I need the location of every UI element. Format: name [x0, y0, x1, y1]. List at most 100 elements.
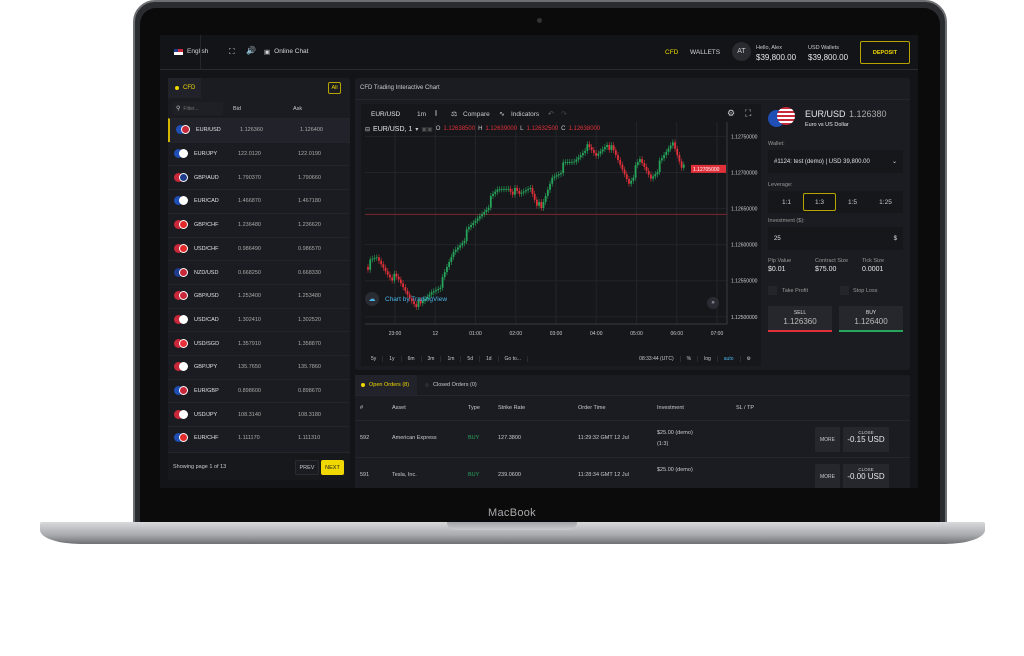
legend-collapse-icon[interactable]: ⊟ [365, 127, 371, 133]
settings-icon[interactable]: ⚙ [727, 108, 736, 118]
scroll-right-button[interactable]: » [707, 297, 719, 309]
asset-ask: 1.236620 [298, 222, 321, 229]
candle [470, 225, 472, 228]
leverage-option[interactable]: 1:1 [781, 198, 792, 206]
stop-loss-label: Stop Loss [853, 288, 878, 294]
orders-col: Strike Rate [498, 405, 526, 411]
range-button[interactable]: Go to... [499, 356, 528, 362]
asset-row[interactable]: USD/SGD 1.357910 1.358870 [168, 331, 350, 355]
wallet-select[interactable]: #1124: test (demo) | USD 39,800.00 ⌄ [768, 150, 903, 173]
close-order-button[interactable]: CLOSE -0.15 USD [843, 427, 889, 452]
range-button[interactable]: 5y [365, 356, 384, 362]
avatar[interactable]: AT [732, 42, 751, 61]
candle [492, 193, 494, 197]
asset-row[interactable]: USD/CAD 1.302410 1.302520 [168, 307, 350, 332]
buy-button[interactable]: BUY 1.126400 [839, 306, 903, 332]
pct-toggle[interactable]: % [681, 356, 699, 362]
sell-button[interactable]: SELL 1.126360 [768, 306, 832, 332]
chart-panel-title: CFD Trading Interactive Chart [360, 85, 440, 91]
prev-button[interactable]: PREV [295, 460, 319, 475]
candle [498, 189, 501, 191]
filter-field[interactable] [183, 105, 222, 112]
asset-row[interactable]: EUR/CHF 1.111170 1.111310 [168, 426, 350, 450]
candle [489, 196, 492, 208]
col-bid: Bid [233, 106, 241, 112]
fullscreen-icon[interactable]: ⛶ [745, 108, 752, 118]
log-toggle[interactable]: log [698, 356, 718, 362]
candle [452, 251, 455, 257]
candle [571, 161, 573, 163]
tab-cfd[interactable]: CFD [168, 78, 201, 98]
candle-style-icon[interactable]: ⫾ [435, 110, 438, 117]
orders-col: Asset [392, 405, 406, 411]
asset-row[interactable]: EUR/GBP 0.898600 0.898670 [168, 378, 350, 403]
stop-loss-checkbox[interactable] [840, 286, 849, 295]
asset-row[interactable]: EUR/JPY 122.0120 122.0190 [168, 141, 350, 166]
range-button[interactable]: 6m [402, 356, 422, 362]
nav-wallets[interactable]: WALLETS [690, 49, 721, 56]
nav-cfd[interactable]: CFD [665, 49, 679, 56]
asset-row[interactable]: EUR/USD 1.126360 1.126400 [168, 118, 350, 142]
asset-row[interactable]: NZD/USD 0.668250 0.668330 [168, 260, 350, 284]
settings-icon[interactable]: ⚙ [746, 356, 751, 362]
range-button[interactable]: 3m [422, 356, 442, 362]
range-button[interactable]: 5d [461, 356, 480, 362]
chevron-down-icon[interactable]: ▾ [415, 127, 419, 133]
candle [393, 273, 396, 281]
compare-icon[interactable]: ⚖ [451, 111, 458, 118]
fullscreen-icon[interactable]: ⛶ [229, 47, 235, 56]
compare-button[interactable]: Compare [463, 111, 490, 118]
asset-row[interactable]: GBP/CHF 1.236480 1.236620 [168, 212, 350, 237]
interval-button[interactable]: 1m [417, 111, 427, 118]
symbol-button[interactable]: EUR/USD [371, 111, 401, 118]
range-button[interactable]: 1m [441, 356, 462, 362]
asset-row[interactable]: USD/JPY 108.3140 108.3180 [168, 402, 350, 426]
leverage-option[interactable]: 1:5 [847, 198, 858, 206]
legend-symbol[interactable]: EUR/USD, 1 [373, 126, 413, 133]
order-rate: 127.3800 [498, 435, 521, 441]
price-chart[interactable]: 1.12750000 1.12700000 1.12650000 1.12600000… [365, 122, 761, 342]
asset-row[interactable]: GBP/USD 1.253400 1.253480 [168, 283, 350, 308]
undo-icon[interactable]: ↶ [548, 111, 554, 118]
range-button[interactable]: 1y [383, 356, 402, 362]
language-selector[interactable]: English [174, 48, 208, 55]
asset-row[interactable]: GBP/AUD 1.790370 1.790660 [168, 165, 350, 189]
deposit-button[interactable]: DEPOSIT [860, 41, 910, 64]
more-button[interactable]: MORE [815, 464, 840, 488]
asset-row[interactable]: EUR/CAD 1.466870 1.467180 [168, 189, 350, 213]
legend-close: 1.12638000 [568, 126, 601, 132]
asset-pair: EUR/USD [196, 127, 221, 134]
online-chat-button[interactable]: ▣ Online Chat [264, 48, 309, 56]
investment-input[interactable]: 25 $ [768, 227, 903, 250]
leverage-selector: 1:1 1:3 1:5 1:25 [768, 191, 903, 213]
indicators-icon[interactable]: ∿ [499, 111, 505, 118]
redo-icon[interactable]: ↷ [561, 111, 567, 118]
candle [542, 201, 545, 208]
tab-open-orders[interactable]: Open Orders (8) [355, 375, 417, 395]
plot-area [365, 122, 727, 324]
candle [395, 273, 398, 277]
sound-icon[interactable]: 🔊 [246, 46, 256, 55]
close-order-button[interactable]: CLOSE -0.00 USD [843, 464, 889, 488]
all-button[interactable]: All [328, 82, 341, 94]
tab-closed-orders[interactable]: Closed Orders (0) [419, 375, 481, 395]
legend-buttons-icon[interactable]: ▣▣ [421, 127, 433, 133]
asset-row[interactable]: GBP/JPY 135.7650 135.7860 [168, 355, 350, 379]
leverage-option[interactable]: 1:25 [879, 198, 892, 206]
asset-row[interactable]: USD/CHF 0.986490 0.986570 [168, 236, 350, 261]
auto-toggle[interactable]: auto [718, 356, 741, 362]
leverage-option[interactable]: 1:3 [803, 193, 836, 211]
asset-pair: USD/CAD [194, 316, 219, 323]
next-button[interactable]: NEXT [321, 460, 344, 475]
more-button[interactable]: MORE [815, 427, 840, 452]
indicators-button[interactable]: Indicators [511, 111, 540, 118]
asset-bid: 0.668250 [238, 269, 261, 276]
col-ask: Ask [293, 106, 303, 112]
range-button[interactable]: 1d [480, 356, 499, 362]
tradingview-watermark[interactable]: ☁ Chart by TradingView [365, 292, 447, 306]
candle [481, 214, 483, 217]
candle [474, 220, 477, 223]
filter-input[interactable]: ⚲ [173, 102, 223, 115]
take-profit-checkbox[interactable] [768, 286, 777, 295]
order-inv: $25.00 (demo) [657, 467, 693, 473]
